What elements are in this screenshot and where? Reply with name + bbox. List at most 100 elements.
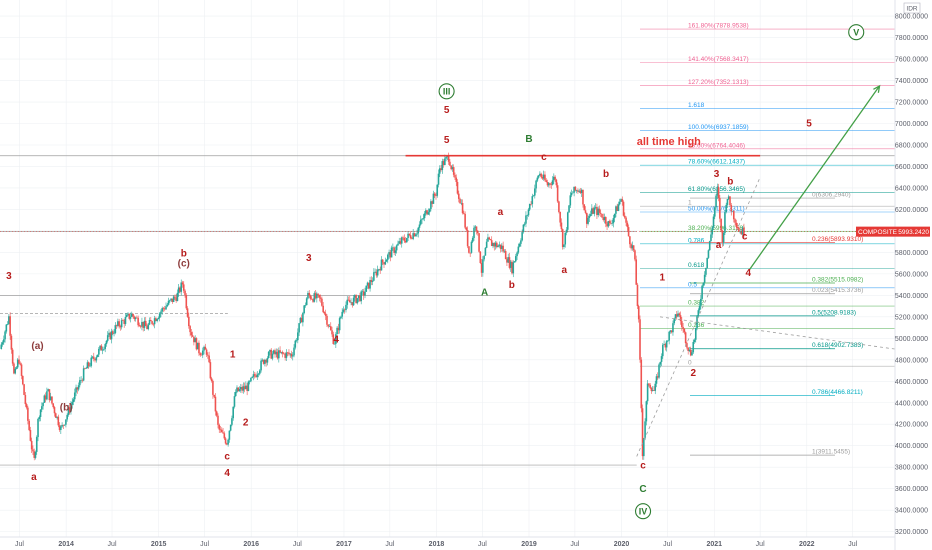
candle xyxy=(139,324,142,329)
candle xyxy=(665,340,668,352)
candle xyxy=(598,205,601,216)
wave-label: C xyxy=(639,484,646,495)
candle xyxy=(220,427,223,433)
projection-arrow xyxy=(748,84,881,270)
candle xyxy=(476,230,479,236)
candle xyxy=(489,238,492,241)
candle xyxy=(264,358,266,367)
candle xyxy=(602,213,605,222)
candle xyxy=(518,242,521,248)
candle xyxy=(474,224,477,231)
wave-label: 5 xyxy=(806,119,812,130)
candle xyxy=(337,323,340,334)
candle xyxy=(497,244,499,248)
price-tick-label: 5600.0000 xyxy=(895,271,928,278)
candle xyxy=(554,175,556,182)
candle xyxy=(681,317,683,331)
candle xyxy=(724,210,726,236)
candle xyxy=(335,332,337,349)
candle xyxy=(4,330,6,343)
candle xyxy=(219,425,222,433)
candle xyxy=(515,253,517,263)
candle xyxy=(735,219,738,232)
candle xyxy=(389,249,392,262)
candle xyxy=(91,355,94,360)
price-tick-label: 6600.0000 xyxy=(895,164,928,171)
last-price-label: 5993.2420 xyxy=(898,229,929,236)
candle xyxy=(738,226,740,232)
candle xyxy=(616,203,618,212)
candle xyxy=(85,366,87,369)
time-tick-label: Jul xyxy=(200,541,209,548)
candle xyxy=(210,376,213,383)
candle xyxy=(108,329,110,337)
candle xyxy=(506,257,508,266)
candle xyxy=(722,230,725,247)
candle xyxy=(378,268,380,272)
price-axis-panel[interactable] xyxy=(895,0,932,550)
candle xyxy=(371,277,374,286)
candle xyxy=(627,224,630,237)
candle xyxy=(190,329,193,338)
price-tick-label: 5800.0000 xyxy=(895,250,928,257)
candle xyxy=(730,202,733,216)
wave-label: 3 xyxy=(714,169,720,180)
price-tick-label: 6200.0000 xyxy=(895,207,928,214)
candle xyxy=(484,246,487,256)
candle xyxy=(430,199,432,212)
candle xyxy=(465,226,468,232)
candle xyxy=(660,353,663,367)
candle xyxy=(11,347,14,366)
candle xyxy=(653,386,655,391)
candle xyxy=(499,244,502,253)
price-tick-label: 4200.0000 xyxy=(895,422,928,429)
time-tick-label: Jul xyxy=(848,541,857,548)
time-tick-label: 2016 xyxy=(243,541,259,548)
fib-level-label: 1 xyxy=(688,200,692,207)
candle xyxy=(713,206,716,220)
candle xyxy=(726,198,729,209)
candle xyxy=(700,294,702,310)
candle xyxy=(492,242,494,249)
candle xyxy=(272,349,275,355)
retracement-label: 0.023(5415.3736) xyxy=(812,287,863,294)
candle xyxy=(342,306,345,314)
candle xyxy=(558,200,560,214)
candle xyxy=(411,236,413,240)
candle xyxy=(143,317,146,332)
candle xyxy=(686,341,688,350)
candle xyxy=(502,241,504,254)
candle xyxy=(182,280,185,294)
candle xyxy=(707,249,710,260)
wave-label: b xyxy=(181,249,187,260)
circled-wave-label: V xyxy=(848,24,865,41)
candle xyxy=(468,246,470,254)
candle xyxy=(138,322,141,327)
candle xyxy=(252,370,255,381)
candle xyxy=(612,214,615,228)
candle xyxy=(170,298,172,302)
candle xyxy=(312,298,314,303)
wave-label: 1 xyxy=(660,272,666,283)
candle xyxy=(636,282,639,309)
candle xyxy=(527,207,530,217)
time-axis[interactable]: Jul 2014 Jul 2015 Jul 2016 Jul 2017 Jul 2018 Jul 20… xyxy=(15,541,858,548)
reference-lines xyxy=(0,155,895,466)
fib-level-label: 127.20%(7352.1313) xyxy=(688,79,749,86)
candle xyxy=(122,318,124,321)
candle xyxy=(6,321,9,326)
candle xyxy=(369,276,371,292)
candle xyxy=(469,252,471,258)
candle xyxy=(573,186,575,197)
candle xyxy=(212,379,214,399)
candle xyxy=(331,326,333,337)
candle xyxy=(556,182,559,203)
candle xyxy=(435,192,437,200)
candle xyxy=(276,348,279,360)
wave-label: b xyxy=(603,169,609,180)
candle xyxy=(644,418,646,441)
candle xyxy=(577,188,579,194)
candle xyxy=(625,216,627,227)
candle xyxy=(303,305,305,315)
